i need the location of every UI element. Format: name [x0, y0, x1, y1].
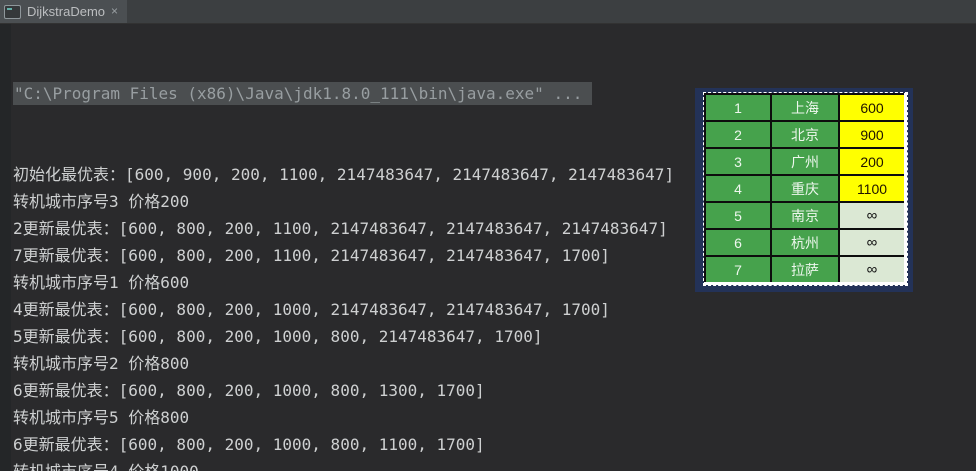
console-line: "C:\Program Files (x86)\Java\jdk1.8.0_11… [13, 80, 976, 107]
price-table: 1 上海 600 2 北京 900 3 广州 200 4 重庆 1100 5 南… [704, 93, 907, 285]
console-line: 转机城市序号4 价格1000 [13, 458, 976, 471]
cell-city: 北京 [770, 120, 840, 149]
tab-dijkstrademo[interactable]: DijkstraDemo × [0, 0, 128, 23]
cell-city: 重庆 [770, 174, 840, 203]
cell-city: 广州 [770, 147, 840, 176]
console-line: 6更新最优表：[600, 800, 200, 1000, 800, 1100, … [13, 435, 485, 454]
table-row: 3 广州 200 [704, 147, 907, 176]
cell-city: 杭州 [770, 228, 840, 257]
console-line: 转机城市序号5 价格800 [13, 408, 190, 427]
tab-title: DijkstraDemo [27, 4, 106, 19]
console-line: 5更新最优表：[600, 800, 200, 1000, 800, 214748… [13, 327, 543, 346]
cell-index: 2 [704, 120, 772, 149]
close-icon[interactable]: × [111, 4, 119, 18]
table-row: 7 拉萨 ∞ [704, 255, 907, 285]
console-line: 转机城市序号2 价格800 [13, 354, 190, 373]
price-table-overlay: 1 上海 600 2 北京 900 3 广州 200 4 重庆 1100 5 南… [695, 88, 913, 292]
cell-index: 5 [704, 201, 772, 230]
console-line: 7更新最优表：[600, 800, 200, 1100, 2147483647,… [13, 246, 610, 265]
console-line: 2更新最优表：[600, 800, 200, 1100, 2147483647,… [13, 219, 668, 238]
table-row: 2 北京 900 [704, 120, 907, 149]
cell-price: 900 [838, 120, 907, 149]
cell-price: 600 [838, 93, 907, 122]
cell-price: 200 [838, 147, 907, 176]
table-row: 1 上海 600 [704, 93, 907, 122]
cell-index: 6 [704, 228, 772, 257]
command-line: "C:\Program Files (x86)\Java\jdk1.8.0_11… [13, 82, 593, 105]
cell-index: 4 [704, 174, 772, 203]
price-table-body: 1 上海 600 2 北京 900 3 广州 200 4 重庆 1100 5 南… [704, 93, 907, 285]
cell-price: 1100 [838, 174, 907, 203]
table-row: 5 南京 ∞ [704, 201, 907, 230]
cell-price: ∞ [838, 228, 907, 257]
cell-index: 7 [704, 255, 772, 285]
cell-index: 1 [704, 93, 772, 122]
console-line: 6更新最优表：[600, 800, 200, 1000, 800, 1300, … [13, 381, 485, 400]
selection-marquee: 1 上海 600 2 北京 900 3 广州 200 4 重庆 1100 5 南… [703, 92, 908, 286]
console-tab-bar: DijkstraDemo × [0, 0, 976, 24]
cell-index: 3 [704, 147, 772, 176]
cell-city: 上海 [770, 93, 840, 122]
console-line: 4更新最优表：[600, 800, 200, 1000, 2147483647,… [13, 300, 610, 319]
cell-price: ∞ [838, 255, 907, 285]
console-lines: "C:\Program Files (x86)\Java\jdk1.8.0_11… [13, 26, 976, 471]
table-row: 6 杭州 ∞ [704, 228, 907, 257]
console-line: 转机城市序号1 价格600 [13, 273, 190, 292]
table-row: 4 重庆 1100 [704, 174, 907, 203]
console-gutter [0, 24, 11, 471]
console-line: 转机城市序号3 价格200 [13, 192, 190, 211]
cell-city: 南京 [770, 201, 840, 230]
console-line: 初始化最优表：[600, 900, 200, 1100, 2147483647,… [13, 165, 675, 184]
cell-city: 拉萨 [770, 255, 840, 285]
cell-price: ∞ [838, 201, 907, 230]
console-icon [4, 4, 21, 19]
